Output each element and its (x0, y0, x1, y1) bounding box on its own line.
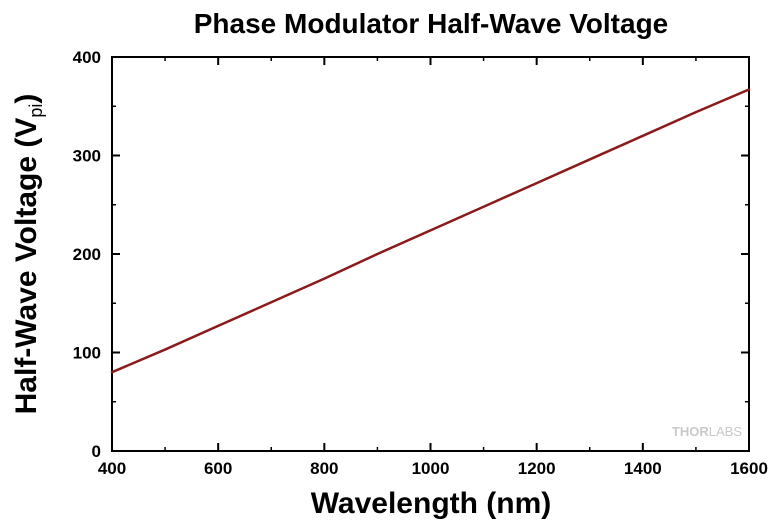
plot-frame (111, 56, 750, 452)
series-line (110, 88, 751, 374)
y-tick-label: 200 (73, 245, 101, 264)
x-axis-ticks (111, 57, 750, 451)
thorlabs-watermark: THORLABS (672, 424, 742, 439)
x-tick-label: 800 (310, 459, 338, 478)
y-axis-ticks (112, 56, 749, 452)
chart-title: Phase Modulator Half-Wave Voltage (194, 8, 669, 39)
y-tick-label: 100 (73, 344, 101, 363)
y-tick-label: 300 (73, 147, 101, 166)
y-axis-tick-labels: 0 100 200 300 400 (73, 48, 101, 461)
watermark-light: LABS (709, 424, 743, 439)
x-tick-label: 600 (204, 459, 232, 478)
y-tick-label: 400 (73, 48, 101, 67)
x-tick-label: 1200 (518, 459, 556, 478)
x-tick-label: 400 (98, 459, 126, 478)
x-tick-label: 1000 (412, 459, 450, 478)
x-axis-tick-labels: 400 600 800 1000 1200 1400 1600 (98, 459, 768, 478)
x-tick-label: 1600 (730, 459, 768, 478)
y-axis-label: Half-Wave Voltage (Vpi) (10, 94, 46, 415)
watermark-bold: THOR (672, 424, 709, 439)
x-axis-label: Wavelength (nm) (311, 487, 552, 520)
series-group (110, 88, 751, 374)
x-tick-label: 1400 (624, 459, 662, 478)
y-tick-label: 0 (92, 442, 101, 461)
y-axis-label-suffix: ) (10, 94, 43, 104)
y-axis-label-main: Half-Wave Voltage (V (10, 118, 43, 415)
y-axis-label-subscript: pi (26, 104, 46, 118)
